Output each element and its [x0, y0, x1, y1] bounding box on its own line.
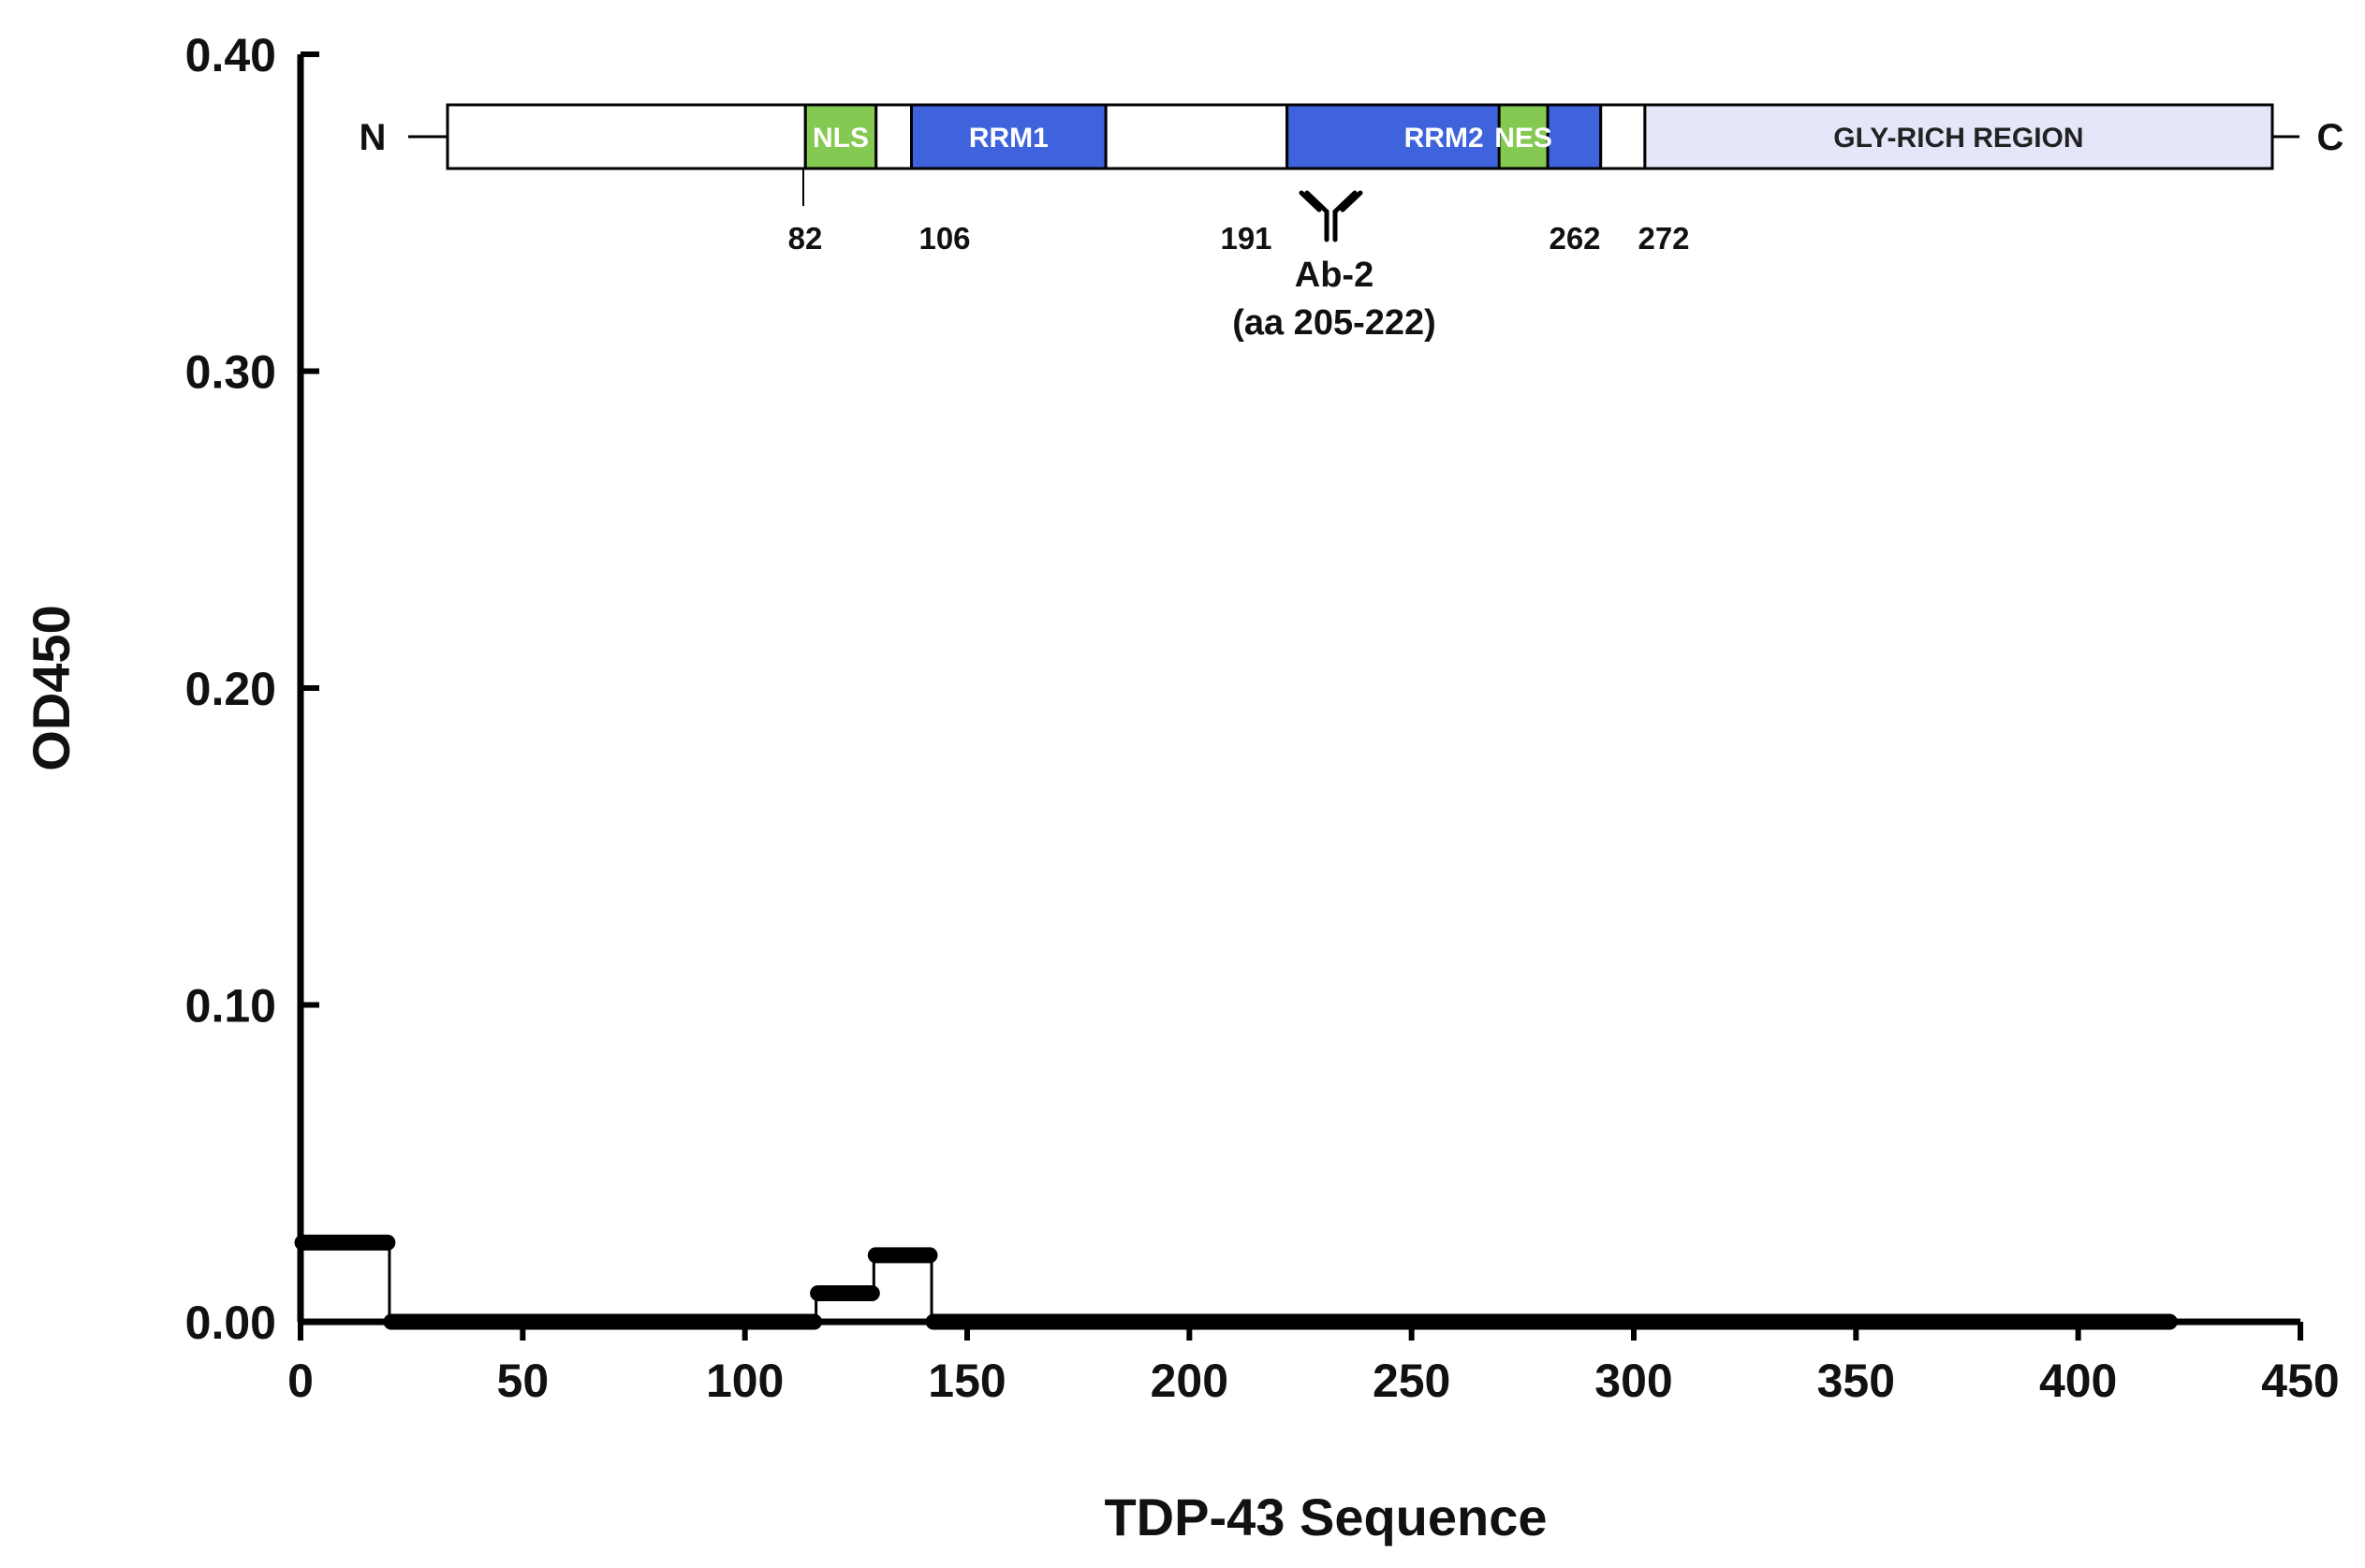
antibody-name: Ab-2 — [1295, 256, 1373, 295]
antibody-epitope-range: (aa 205-222) — [1232, 303, 1436, 343]
position-label: 82 — [788, 221, 823, 256]
domain-box — [1497, 103, 1550, 170]
x-tick-label: 400 — [2039, 1355, 2117, 1407]
x-axis-title: TDP-43 Sequence — [1104, 1487, 1547, 1546]
y-tick-label: 0.30 — [185, 346, 276, 399]
n-terminus-label: N — [360, 117, 387, 158]
domain-label: RRM2 — [1404, 123, 1484, 154]
domain-label: GLY-RICH REGION — [1833, 123, 2083, 154]
x-tick-label: 100 — [706, 1355, 784, 1407]
y-axis-title: OD450 — [22, 605, 81, 770]
y-tick-label: 0.10 — [185, 980, 276, 1033]
domain-box — [446, 103, 807, 170]
tdp43-domain-schematic: N C NLS RRM1 RRM2 NES GLY-RICH REGION 82 106… — [360, 103, 2344, 343]
x-tick-label: 250 — [1373, 1355, 1450, 1407]
x-tick-label: 450 — [2261, 1355, 2339, 1407]
domain-box — [1643, 103, 2274, 170]
y-tick-label: 0.00 — [185, 1297, 276, 1349]
position-labels: 82 106 191 262 272 — [788, 221, 1690, 256]
domain-box — [1599, 103, 1647, 170]
domain-box — [1104, 103, 1289, 170]
data-series — [294, 1234, 2178, 1330]
position-label: 106 — [918, 221, 970, 256]
position-label: 272 — [1638, 221, 1689, 256]
c-terminus-label: C — [2317, 117, 2344, 158]
x-tick-label: 0 — [287, 1355, 314, 1407]
position-label: 262 — [1549, 221, 1600, 256]
series-line — [301, 1240, 2172, 1324]
antibody-icon — [1299, 190, 1363, 242]
domain-boxes: NLS RRM1 RRM2 NES GLY-RICH REGION — [446, 103, 2274, 170]
domain-box — [874, 103, 914, 170]
domain-label: RRM1 — [969, 123, 1049, 154]
x-tick-label: 150 — [928, 1355, 1006, 1407]
position-label: 191 — [1220, 221, 1271, 256]
x-tick-label: 200 — [1151, 1355, 1228, 1407]
domain-label: NES — [1494, 123, 1552, 154]
x-tick-label: 300 — [1594, 1355, 1672, 1407]
x-tick-label: 350 — [1817, 1355, 1895, 1407]
x-tick-label: 50 — [497, 1355, 550, 1407]
y-tick-label: 0.20 — [185, 663, 276, 715]
domain-label: NLS — [813, 123, 869, 154]
y-ticks: 0.00 0.10 0.20 0.30 0.40 — [185, 29, 319, 1349]
x-ticks: 0 50 100 150 200 250 300 350 400 450 — [287, 1322, 2340, 1407]
y-tick-label: 0.40 — [185, 29, 276, 81]
